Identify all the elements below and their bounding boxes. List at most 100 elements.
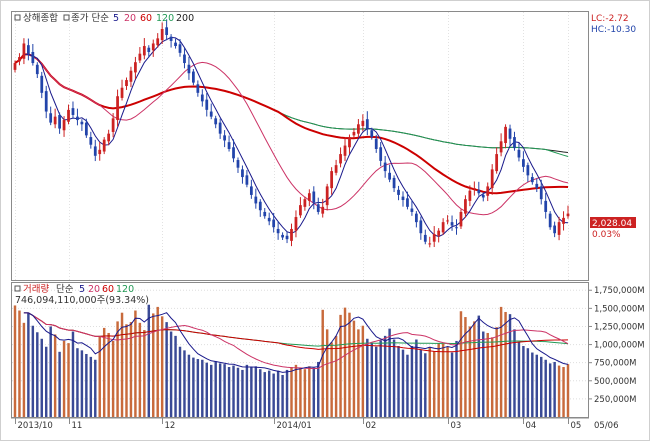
date-axis: 2013/10 11 12 2014/01 02 03 04 05 05/06 [11, 417, 619, 431]
volume-bar [357, 329, 360, 417]
price-candle [334, 165, 338, 173]
price-candle [232, 147, 235, 159]
volume-bar [450, 352, 454, 417]
volume-bar [535, 354, 539, 417]
price-candle [76, 116, 79, 121]
volume-bar [111, 340, 115, 417]
volume-bar [486, 332, 489, 417]
date-tick-label: 2014/01 [277, 421, 312, 431]
date-tick-label: 12 [165, 421, 176, 431]
date-tick-label: 03 [451, 421, 462, 431]
volume-bar [187, 354, 191, 417]
volume-bar [531, 352, 534, 417]
legend-marker [14, 14, 21, 21]
price-candle [156, 38, 160, 46]
volume-ma-line-5 [23, 312, 569, 373]
ma-line-20 [23, 53, 569, 216]
date-tick-label: 04 [526, 421, 537, 431]
price-candle [276, 228, 280, 234]
legend-marker [14, 285, 21, 292]
volume-axis: 250,000M 500,000M 750,000M 1,000,000M 1,250,… [588, 286, 645, 405]
volume-bar [285, 369, 289, 417]
volume-bar [98, 335, 101, 417]
volume-bar [490, 337, 494, 417]
price-candle [294, 217, 298, 231]
price-candle [134, 62, 137, 73]
price-candle [455, 227, 458, 229]
price-candle [397, 189, 400, 195]
volume-bar [178, 346, 182, 417]
volume-bar [174, 335, 177, 417]
price-candle [508, 128, 512, 139]
volume-bar [102, 327, 106, 417]
price-candle [107, 133, 111, 142]
volume-bar [196, 359, 200, 417]
volume-bar [120, 312, 124, 417]
volume-bar [504, 311, 507, 417]
price-candle [254, 196, 258, 204]
volume-ma-line-60 [23, 312, 569, 353]
price-candle [13, 63, 17, 70]
volume-bar [366, 338, 369, 417]
volume-bar [428, 347, 431, 417]
price-candle [316, 204, 320, 212]
volume-bar [455, 340, 458, 417]
price-candle [330, 171, 334, 189]
volume-bar [147, 304, 151, 417]
volume-bar [352, 320, 356, 417]
volume-bar [299, 367, 302, 417]
volume-bar [303, 369, 307, 417]
volume-moving-averages [23, 312, 569, 373]
volume-bar [245, 364, 249, 417]
last-price-value: 2,028.04 [592, 219, 632, 229]
volume-bar [272, 373, 275, 417]
volume-bar [419, 349, 423, 417]
volume-bar [276, 370, 280, 417]
price-candle [245, 175, 249, 185]
volume-bar [424, 353, 427, 417]
price-candle [522, 159, 525, 167]
volume-bar [464, 317, 467, 417]
price-candle [174, 42, 177, 47]
volume-legend-ma: 단순 [56, 284, 74, 295]
price-candle [18, 57, 21, 62]
volume-legend-ma-60: 60 [102, 284, 114, 295]
price-candle [499, 141, 503, 153]
price-candle [357, 124, 360, 134]
volume-bar [116, 321, 119, 417]
price-candle [147, 47, 151, 52]
volume-bar [267, 370, 271, 417]
volume-bar [379, 340, 382, 417]
price-candle [89, 137, 93, 145]
volume-bar [13, 305, 17, 417]
last-price-change: 0.03% [592, 230, 621, 240]
volume-bar [107, 332, 110, 417]
volume-bar [192, 357, 195, 417]
price-candle [562, 217, 565, 224]
price-candle [151, 43, 155, 51]
volume-bar [375, 346, 378, 417]
price-candle [116, 96, 119, 121]
volume-bar [330, 342, 333, 417]
volume-bar [227, 367, 231, 417]
price-candle [40, 75, 44, 93]
volume-bar [209, 364, 213, 417]
volume-bar [232, 365, 235, 417]
volume-bar [254, 366, 258, 417]
price-candle [348, 137, 351, 148]
price-candle [464, 199, 467, 214]
price-candle [31, 51, 35, 64]
volume-bar [544, 359, 547, 417]
volume-bar [143, 330, 146, 417]
volume-tick-label: 1,750,000M [594, 286, 645, 296]
price-legend-ma: 종가 단순 [71, 13, 109, 24]
volume-bar [562, 367, 565, 417]
price-candle [406, 198, 409, 207]
volume-bar [441, 343, 445, 417]
price-candle [392, 177, 396, 189]
price-candle [196, 84, 200, 93]
volume-bar [22, 322, 26, 417]
price-legend-ma-5: 5 [113, 13, 119, 24]
price-candle [428, 243, 432, 245]
